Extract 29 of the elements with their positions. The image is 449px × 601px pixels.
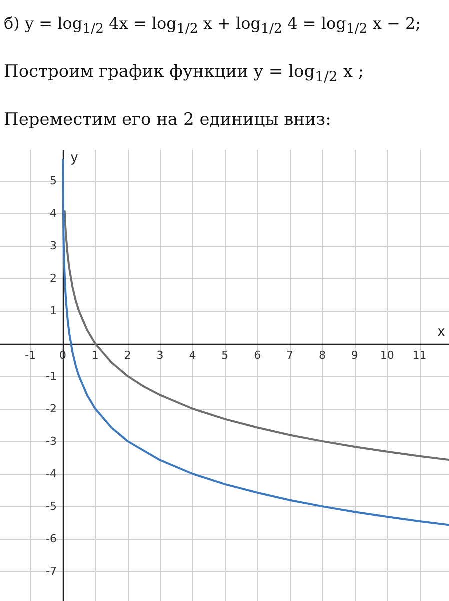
x-tick-label: 8 <box>318 348 326 362</box>
y-tick-label: 4 <box>50 207 57 220</box>
y-tick-label: -4 <box>46 468 57 481</box>
x-axis-title: x <box>438 322 445 339</box>
x-tick-label: -1 <box>25 348 36 362</box>
text: Построим график функции y = log$_{1/2}$ x ; <box>4 61 366 88</box>
x-tick-label: 6 <box>254 348 262 362</box>
x-tick-label: 2 <box>124 348 132 362</box>
x-tick-label: 5 <box>222 348 229 362</box>
y-tick-label: 3 <box>50 240 57 253</box>
y-tick-label: -6 <box>46 532 57 546</box>
y-tick-label: -2 <box>46 402 57 416</box>
y-tick-label: -5 <box>46 500 57 514</box>
y-tick-label: -7 <box>46 565 57 578</box>
x-tick-label: 1 <box>92 348 99 362</box>
y-axis-title: y <box>70 149 78 165</box>
y-tick-label: -3 <box>46 434 57 448</box>
y-tick-label: 1 <box>50 304 57 318</box>
text: б) y = log$_{1/2}$ 4x = log$_{1/2}$ x + log$_{1/2}$ 4 = log$_{1/2}$ x − 2; <box>4 14 422 38</box>
x-tick-label: 9 <box>351 348 358 362</box>
y-tick-label: -1 <box>46 370 57 383</box>
x-tick-label: 11 <box>412 348 427 362</box>
x-tick-label: 10 <box>380 348 394 362</box>
x-tick-label: 3 <box>156 348 164 362</box>
y-tick-label: 2 <box>50 272 57 286</box>
x-tick-label: 4 <box>189 348 196 362</box>
x-tick-label: 7 <box>286 348 294 362</box>
text: Переместим его на 2 единицы вниз: <box>4 109 332 132</box>
y-tick-label: 5 <box>50 174 57 188</box>
